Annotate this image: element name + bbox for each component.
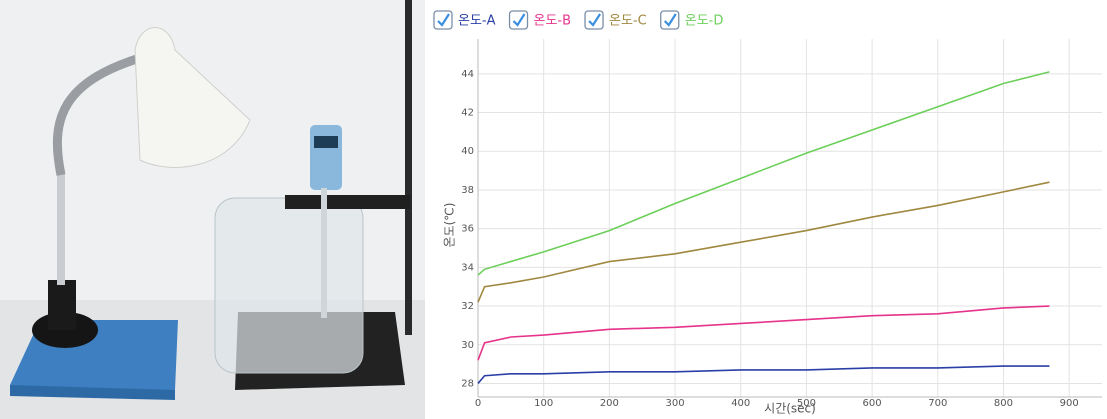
y-tick-label: 30 (461, 340, 474, 351)
legend-label: 온도-B (534, 14, 572, 29)
y-tick-label: 36 (461, 224, 474, 235)
y-tick-label: 40 (461, 146, 474, 157)
legend-checkbox (508, 10, 529, 30)
legend-checkbox (433, 10, 453, 30)
x-tick-label: 200 (600, 398, 619, 409)
legend-item[interactable]: 온도-B (508, 10, 572, 30)
x-tick-label: 100 (534, 398, 553, 409)
series-line (477, 71, 1050, 276)
x-tick-label: 500 (797, 398, 816, 409)
legend: 온도-A 온도-B 온도-C 온도-D (433, 10, 724, 30)
x-tick-label: 900 (1060, 398, 1079, 409)
x-tick-label: 600 (863, 398, 882, 409)
y-tick-label: 28 (461, 378, 474, 389)
legend-label: 온도-D (685, 14, 724, 29)
legend-label: 온도-A (458, 14, 496, 29)
legend-checkmark (663, 13, 677, 27)
series-line (477, 181, 1050, 303)
photo (0, 0, 425, 419)
x-tick-label: 800 (994, 398, 1013, 409)
x-axis-label: 시간(sec) (764, 402, 816, 416)
x-tick-label: 300 (666, 398, 685, 409)
legend-checkmark (588, 13, 601, 27)
legend-label: 온도-C (609, 14, 647, 29)
x-tick-label: 700 (928, 398, 947, 409)
y-axis-label: 온도(℃) (443, 203, 457, 248)
x-tick-label: 0 (475, 398, 481, 409)
legend-item[interactable]: 온도-D (660, 10, 724, 30)
y-tick-label: 32 (461, 301, 474, 312)
legend-item[interactable]: 온도-C (584, 10, 647, 30)
series-line (477, 365, 1050, 384)
series-line (477, 305, 1050, 361)
legend-checkmark (437, 13, 450, 27)
x-tick-label: 400 (731, 398, 750, 409)
y-tick-label: 34 (461, 262, 474, 273)
y-tick-label: 42 (461, 108, 474, 119)
y-tick-label: 38 (461, 185, 474, 196)
y-tick-label: 44 (461, 69, 474, 80)
legend-checkmark (512, 13, 526, 27)
legend-checkbox (660, 10, 680, 30)
legend-item[interactable]: 온도-A (433, 10, 496, 30)
legend-checkbox (584, 10, 604, 30)
